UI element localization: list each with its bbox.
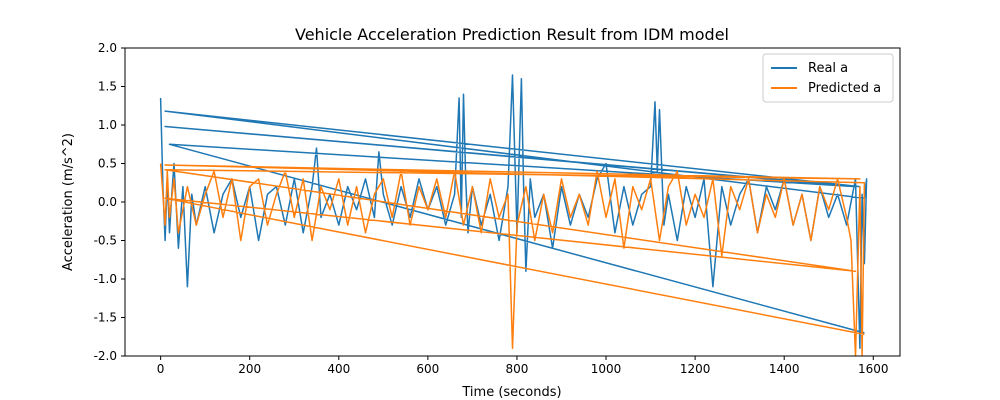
y-tick-label: 1.0: [98, 118, 117, 132]
y-axis: -2.0 -1.5 -1.0 -0.5 0.0 0.5 1.0 1.5 2.0: [94, 41, 125, 363]
x-tick-label: 1400: [769, 362, 800, 376]
y-tick-label: 0.5: [98, 157, 117, 171]
legend-label: Real a: [808, 61, 848, 76]
y-tick-label: 1.5: [98, 80, 117, 94]
x-tick-label: 0: [157, 362, 165, 376]
x-axis-label: Time (seconds): [461, 385, 561, 400]
x-axis: 0 200 400 600 800 1000 1200 1400 1600: [157, 356, 889, 376]
y-tick-label: -0.5: [94, 234, 117, 248]
x-tick-label: 1000: [591, 362, 622, 376]
chart-title: Vehicle Acceleration Prediction Result f…: [295, 25, 729, 44]
x-tick-label: 400: [327, 362, 350, 376]
legend-label: Predicted a: [808, 81, 881, 96]
plot-area: [159, 74, 868, 356]
y-tick-label: -1.5: [94, 311, 117, 325]
y-tick-label: -1.0: [94, 272, 117, 286]
legend: Real a Predicted a: [762, 53, 894, 103]
y-tick-label: 2.0: [98, 41, 117, 55]
x-tick-label: 600: [416, 362, 439, 376]
series-line-predicted-a: [159, 163, 866, 356]
x-tick-label: 1600: [858, 362, 889, 376]
y-axis-label: Acceleration (m/s^2): [61, 133, 76, 271]
x-tick-label: 800: [506, 362, 529, 376]
y-tick-label: -2.0: [94, 349, 117, 363]
x-tick-label: 1200: [680, 362, 711, 376]
x-tick-label: 200: [238, 362, 261, 376]
legend-box: [762, 53, 894, 103]
y-tick-label: 0.0: [98, 195, 117, 209]
